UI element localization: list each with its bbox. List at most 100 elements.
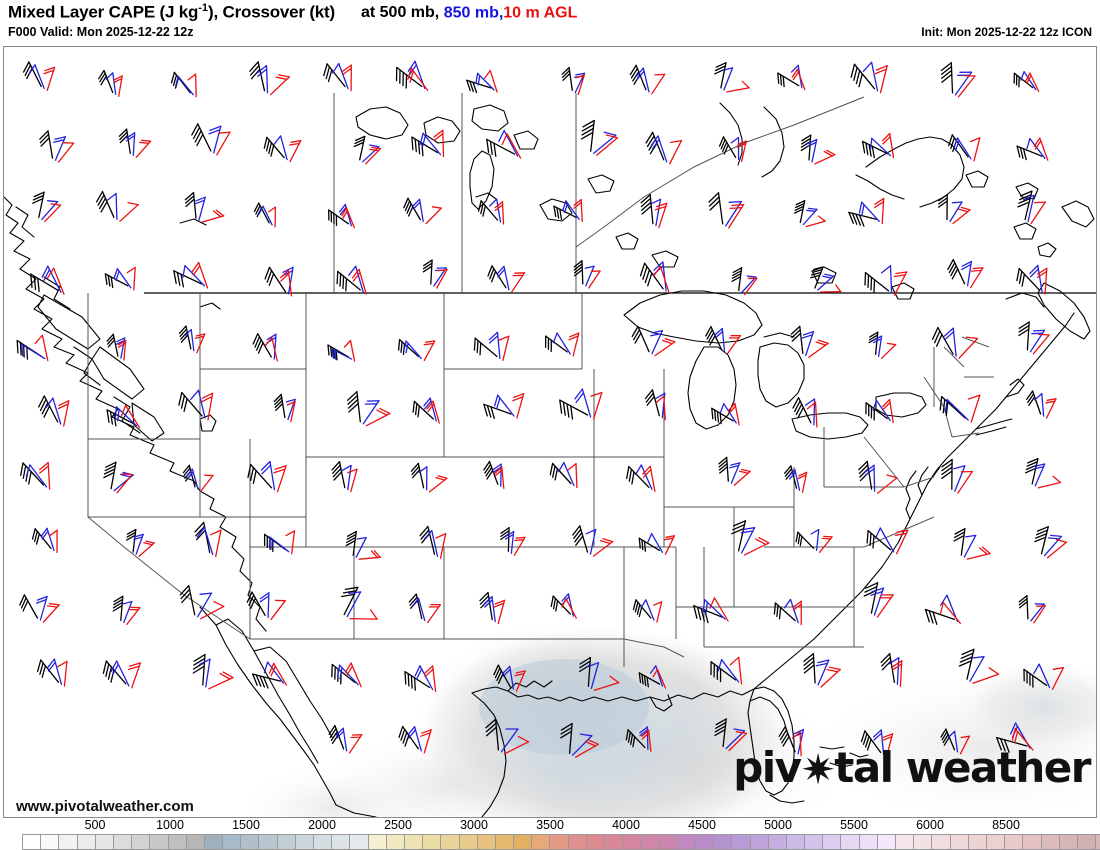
wind-barbs-layer (16, 60, 1068, 758)
cape-shading-layer (244, 622, 1096, 817)
wind-barb (53, 136, 67, 161)
wind-barb (1036, 267, 1048, 295)
wind-barb (191, 261, 209, 289)
wind-barb (820, 666, 841, 688)
wind-barb (650, 330, 664, 355)
wind-barb (98, 69, 114, 94)
colorbar-swatch (277, 835, 296, 849)
wind-barb (858, 460, 873, 490)
wind-barb (423, 529, 439, 557)
wind-barb (893, 271, 908, 296)
wind-barb (473, 337, 498, 358)
colorbar-swatch (950, 835, 969, 849)
colorbar-swatch (259, 835, 278, 849)
wind-barb (126, 266, 136, 291)
wind-barb (249, 61, 266, 92)
colorbar-tick-label: 4000 (612, 818, 640, 832)
wind-barb (44, 203, 62, 223)
wind-barb (104, 273, 129, 289)
wind-barb (791, 731, 802, 757)
wind-barb (57, 142, 75, 163)
wind-barb (21, 343, 46, 360)
map-canvas[interactable]: piv✷tal weather www.pivotalweather.com (3, 46, 1097, 818)
wind-barb (1026, 137, 1046, 159)
colorbar-swatch (896, 835, 915, 849)
wind-barb (345, 530, 357, 556)
wind-barb (247, 463, 273, 489)
wind-barb (477, 200, 499, 221)
wind-barb (641, 729, 652, 753)
wind-barb (865, 402, 888, 421)
wind-barb (874, 197, 885, 224)
wind-barb (498, 335, 510, 362)
wind-barb (651, 73, 666, 95)
wind-barb (949, 201, 963, 223)
wind-barb (726, 80, 750, 93)
wind-barb (882, 733, 894, 758)
wind-barb (800, 134, 812, 161)
wind-barb (808, 339, 829, 359)
wind-barb (32, 191, 45, 219)
wind-barb (860, 730, 882, 754)
wind-barb (638, 537, 661, 552)
wind-barb (1033, 605, 1046, 624)
wind-barb (958, 648, 975, 680)
wind-barb (175, 75, 194, 96)
wind-barb (486, 138, 516, 157)
wind-barb (650, 135, 668, 163)
state-borders-layer (87, 93, 1096, 667)
colorbar-swatch (877, 835, 896, 849)
wind-barb (574, 739, 599, 758)
wind-barb (726, 334, 742, 355)
wind-barb (436, 268, 448, 289)
colorbar-swatch (186, 835, 205, 849)
wind-barb (483, 595, 496, 623)
wind-barb (714, 327, 726, 353)
colorbar-tick-label: 500 (84, 818, 106, 832)
wind-barb (348, 734, 363, 754)
level-850mb-label: 850 mb, (439, 4, 504, 22)
wind-barb (848, 211, 877, 227)
wind-barb (647, 532, 664, 553)
wind-barb (346, 391, 361, 423)
wind-barb (270, 599, 286, 620)
wind-barb (638, 672, 661, 688)
wind-barb (411, 597, 426, 622)
wind-barb (655, 395, 666, 421)
wind-barb (126, 606, 141, 626)
wind-barb (803, 652, 816, 684)
title-superscript: -1 (198, 2, 209, 14)
wind-barb (191, 123, 212, 152)
wind-barb (820, 284, 842, 293)
wind-barb (273, 465, 287, 493)
wind-barb (216, 131, 231, 156)
wind-barb (944, 398, 969, 421)
wind-barb (190, 389, 206, 419)
colorbar-swatch (841, 835, 860, 849)
wind-barb (864, 464, 876, 492)
colorbar-swatch (314, 835, 333, 849)
wind-barb (1045, 398, 1057, 419)
wind-barb (858, 201, 880, 222)
colorbar-swatch (368, 835, 387, 849)
wind-barb (411, 136, 439, 157)
wind-barb (1018, 321, 1030, 351)
wind-barb (38, 395, 59, 423)
wind-barb (1037, 475, 1062, 489)
wind-barb (1033, 137, 1049, 161)
wind-barb (788, 468, 801, 491)
wind-barb (422, 259, 433, 285)
wind-barb (273, 393, 286, 419)
wind-barb (475, 72, 495, 91)
colorbar-swatch (532, 835, 551, 849)
colorbar-swatch (459, 835, 478, 849)
colorbar-swatch (204, 835, 224, 849)
wind-barb (939, 601, 962, 625)
colorbar-swatch (295, 835, 314, 849)
wind-barb (731, 267, 743, 292)
wind-barb (45, 397, 62, 425)
wind-barb (1020, 71, 1037, 91)
colorbar-swatch (550, 835, 569, 849)
wind-barb (714, 718, 727, 748)
colorbar-swatch (514, 835, 533, 849)
